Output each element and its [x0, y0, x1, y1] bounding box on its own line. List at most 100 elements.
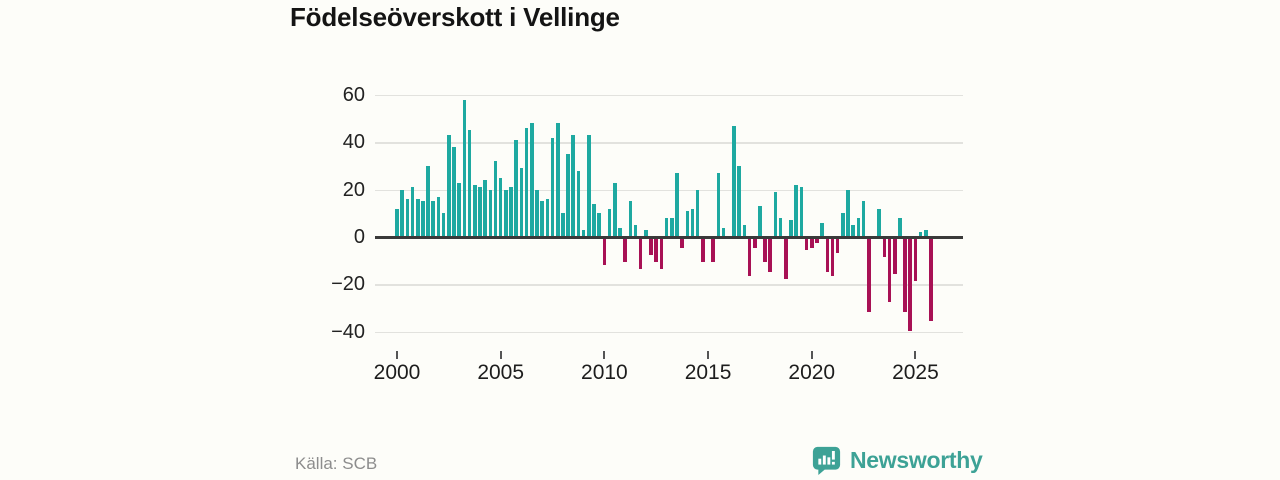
gridline: [375, 142, 963, 144]
bar: [509, 187, 513, 237]
bar: [633, 225, 638, 237]
x-tick-mark: [810, 351, 813, 359]
x-tick-mark: [707, 351, 710, 359]
bar: [680, 238, 684, 248]
bar: [535, 189, 539, 237]
y-tick-label: −40: [331, 320, 365, 343]
bar: [763, 238, 767, 263]
bar: [835, 238, 840, 253]
bar: [747, 238, 752, 277]
source-caption: Källa: SCB: [295, 454, 378, 473]
bar: [529, 123, 534, 237]
x-tick-mark: [603, 351, 606, 359]
bar: [571, 135, 576, 237]
bar: [587, 135, 591, 237]
bar: [415, 199, 420, 237]
gridline: [375, 284, 963, 286]
bar: [701, 238, 705, 263]
y-tick-label: 20: [342, 178, 365, 201]
y-tick-label: −20: [331, 273, 365, 296]
bar: [410, 187, 415, 237]
bar: [752, 238, 757, 248]
bar: [695, 189, 700, 237]
bar: [732, 125, 736, 237]
bar: [887, 238, 892, 303]
bar: [742, 225, 747, 237]
bar: [820, 222, 824, 237]
bar: [581, 229, 586, 237]
bar: [472, 184, 477, 237]
bar: [498, 177, 503, 237]
bar: [778, 218, 783, 237]
y-tick-label: 0: [353, 226, 365, 248]
bar: [555, 123, 560, 237]
bar: [815, 238, 819, 244]
bar: [804, 238, 809, 251]
bar: [612, 182, 617, 237]
gridline: [375, 94, 963, 97]
bar: [685, 210, 690, 237]
bar: [576, 170, 581, 237]
plot-area: 60 40 20 0 −20 −40 2000 2005 2010 2015 2020 2025: [331, 84, 965, 385]
x-tick-label: 2010: [581, 361, 628, 384]
bar: [861, 201, 866, 237]
bar: [623, 238, 627, 263]
x-tick-label: 2025: [892, 361, 939, 384]
bar: [908, 238, 913, 331]
x-tick-label: 2005: [477, 361, 525, 384]
bar: [566, 154, 570, 237]
bar: [447, 135, 451, 237]
bar: [664, 218, 669, 237]
bar: [421, 201, 425, 237]
chart-title: Födelseöverskott i Vellinge: [290, 2, 620, 32]
bar: [929, 238, 933, 322]
bar: [602, 238, 607, 265]
bar: [395, 208, 399, 237]
gridline: [375, 189, 963, 192]
bar: [467, 130, 472, 237]
bar: [483, 180, 487, 237]
bar: [794, 184, 798, 237]
brand-name: Newsworthy: [850, 447, 983, 473]
bar: [638, 238, 643, 270]
bar: [561, 213, 565, 237]
bar: [441, 213, 446, 237]
y-tick-label: 40: [342, 131, 365, 154]
bar: [426, 165, 430, 237]
bar: [478, 187, 482, 237]
x-tick-mark: [499, 351, 502, 359]
bar: [597, 213, 601, 237]
bar: [913, 238, 918, 282]
bar: [882, 238, 887, 258]
bar: [504, 189, 508, 237]
bar: [721, 227, 726, 237]
bar: [545, 199, 550, 237]
x-tick-mark: [914, 351, 917, 359]
bar: [903, 238, 907, 312]
bar: [846, 189, 850, 237]
x-tick-label: 2000: [373, 361, 421, 384]
bar: [618, 227, 622, 237]
bar: [649, 238, 653, 256]
y-tick-label: 60: [342, 84, 365, 106]
bar: [773, 192, 778, 237]
bar: [918, 232, 923, 237]
bar: [659, 238, 664, 270]
bar: [493, 161, 498, 237]
bar: [431, 201, 436, 237]
bar: [675, 173, 679, 237]
x-tick-label: 2020: [788, 361, 836, 384]
x-tick-mark: [396, 351, 398, 359]
bar: [877, 208, 881, 237]
bar: [436, 196, 441, 237]
bar: [519, 168, 524, 237]
bar: [654, 238, 659, 263]
bar: [856, 218, 861, 237]
bar: [462, 99, 467, 237]
bar: [841, 213, 845, 237]
bar: [524, 128, 529, 237]
bar: [628, 201, 633, 237]
bar: [592, 203, 596, 237]
x-tick-label: 2015: [684, 361, 732, 384]
bar: [405, 199, 410, 237]
